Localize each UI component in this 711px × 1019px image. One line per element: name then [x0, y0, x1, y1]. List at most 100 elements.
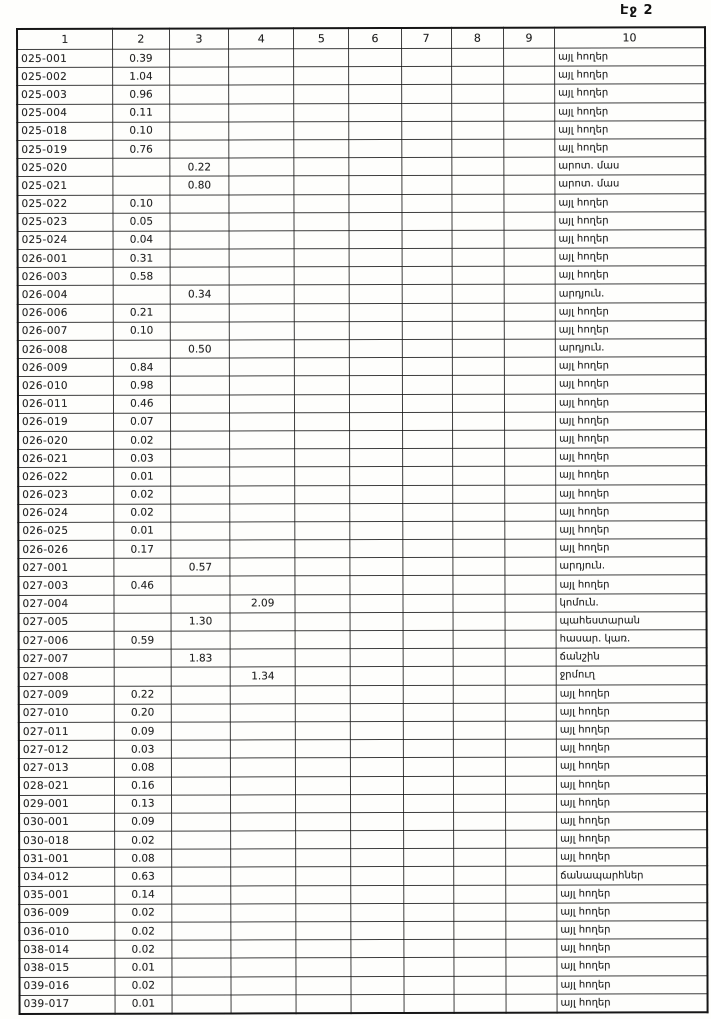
value-cell-col5 — [293, 48, 350, 67]
value-cell-col3 — [171, 885, 231, 904]
value-cell-col5 — [294, 121, 350, 140]
value-cell-col2 — [113, 612, 172, 632]
value-cell-col7 — [403, 994, 454, 1013]
value-cell-col5 — [294, 303, 350, 322]
value-cell-col9 — [505, 684, 557, 703]
value-cell-col6 — [351, 903, 404, 922]
land-use-label-cell: այլ հողեր — [555, 229, 706, 249]
land-use-label-cell: արոտ. մաս — [554, 175, 706, 194]
parcel-code-cell: 026-024 — [18, 503, 114, 523]
value-cell-col4 — [230, 685, 296, 704]
table-row: 039-016 0.02 այլ հողեր — [19, 975, 708, 996]
parcel-code-cell: 036-009 — [19, 904, 115, 923]
parcel-code-cell: 027-008 — [18, 667, 114, 687]
value-cell-col4 — [230, 576, 296, 595]
value-cell-col7 — [401, 121, 452, 140]
value-cell-col3 — [171, 776, 231, 795]
table-header: 1 2 3 4 5 6 7 8 9 10 — [17, 27, 706, 50]
value-cell-col7 — [402, 430, 453, 449]
value-cell-col5 — [294, 376, 350, 395]
value-cell-col2: 0.09 — [114, 722, 172, 741]
parcel-code-cell: 027-010 — [18, 703, 115, 723]
value-cell-col6 — [349, 157, 402, 176]
value-cell-col8 — [451, 302, 505, 322]
value-cell-col2: 0.22 — [113, 685, 172, 704]
value-cell-col9 — [503, 211, 556, 231]
value-cell-col6 — [349, 412, 403, 431]
value-cell-col7 — [401, 48, 452, 67]
value-cell-col3 — [171, 867, 231, 886]
parcel-code-cell: 026-006 — [17, 303, 114, 323]
value-cell-col6 — [350, 721, 403, 740]
value-cell-col8 — [451, 248, 504, 267]
table-row: 025-004 0.11 այլ հողեր — [17, 102, 706, 123]
value-cell-col6 — [350, 503, 403, 522]
table-row: 030-001 0.09 այլ հողեր — [19, 811, 708, 832]
table-row: 036-010 0.02 այլ հողեր — [19, 920, 708, 941]
value-cell-col4 — [229, 267, 295, 286]
parcel-code-cell: 027-012 — [18, 740, 115, 759]
value-cell-col7 — [402, 484, 453, 504]
value-cell-col2: 0.46 — [113, 576, 171, 595]
value-cell-col4 — [229, 430, 295, 450]
value-cell-col9 — [503, 157, 555, 176]
table-row: 025-022 0.10 այլ հողեր — [17, 193, 706, 214]
value-cell-col9 — [504, 557, 556, 576]
value-cell-col5 — [294, 321, 350, 340]
value-cell-col9 — [505, 902, 557, 922]
value-cell-col4: 1.34 — [230, 667, 296, 686]
value-cell-col3 — [170, 321, 230, 341]
land-use-label-cell: արդյուն. — [555, 556, 707, 576]
table-row: 026-010 0.98 այլ հողեր — [17, 375, 706, 396]
value-cell-col9 — [505, 739, 557, 758]
value-cell-col6 — [350, 685, 403, 704]
table-row: 027-008 1.34 ջրմուղ — [18, 666, 707, 687]
value-cell-col5 — [295, 667, 351, 686]
value-cell-col3 — [169, 48, 229, 68]
value-cell-col6 — [349, 248, 402, 267]
land-use-label-cell: այլ հողեր — [555, 320, 706, 340]
value-cell-col7 — [402, 648, 453, 667]
value-cell-col3 — [170, 503, 230, 522]
land-use-label-cell: այլ հողեր — [554, 47, 706, 67]
value-cell-col4 — [230, 758, 296, 777]
value-cell-col2: 0.13 — [114, 794, 172, 814]
parcel-code-cell: 026-021 — [18, 449, 114, 468]
value-cell-col7 — [402, 630, 453, 649]
table-row: 027-010 0.20 այլ հողեր — [18, 702, 707, 723]
value-cell-col2: 0.02 — [114, 940, 172, 959]
value-cell-col7 — [401, 248, 452, 267]
land-use-label-cell: այլ հողեր — [555, 575, 707, 594]
value-cell-col2: 0.01 — [113, 467, 171, 486]
value-cell-col9 — [503, 248, 556, 267]
value-cell-col5 — [295, 721, 351, 740]
value-cell-col6 — [351, 885, 404, 904]
parcel-code-cell: 026-019 — [18, 412, 114, 432]
value-cell-col5 — [296, 903, 352, 922]
value-cell-col4 — [230, 921, 297, 941]
value-cell-col5 — [294, 175, 350, 195]
column-header-7: 7 — [401, 27, 452, 49]
value-cell-col6 — [350, 521, 403, 540]
parcel-code-cell: 025-003 — [17, 85, 113, 105]
value-cell-col5 — [294, 230, 350, 249]
table-row: 029-001 0.13 այլ հողեր — [19, 793, 708, 814]
land-use-label-cell: այլ հողեր — [555, 247, 706, 267]
value-cell-col5 — [294, 466, 351, 486]
value-cell-col6 — [350, 466, 403, 486]
value-cell-col4 — [229, 485, 296, 504]
parcel-code-cell: 025-001 — [17, 49, 113, 68]
parcel-code-cell: 036-010 — [19, 922, 115, 941]
value-cell-col2 — [113, 667, 172, 686]
land-use-label-cell: այլ հողեր — [555, 411, 707, 431]
value-cell-col7 — [402, 448, 453, 467]
value-cell-col7 — [403, 884, 454, 904]
value-cell-col4 — [230, 830, 296, 850]
value-cell-col9 — [505, 848, 557, 867]
table-row: 027-011 0.09 այլ հողեր — [18, 720, 707, 741]
land-use-label-cell: այլ հողեր — [555, 466, 707, 485]
value-cell-col2: 1.04 — [112, 67, 170, 86]
value-cell-col6 — [350, 557, 403, 577]
parcel-code-cell: 026-008 — [17, 340, 114, 359]
value-cell-col7 — [402, 521, 453, 540]
